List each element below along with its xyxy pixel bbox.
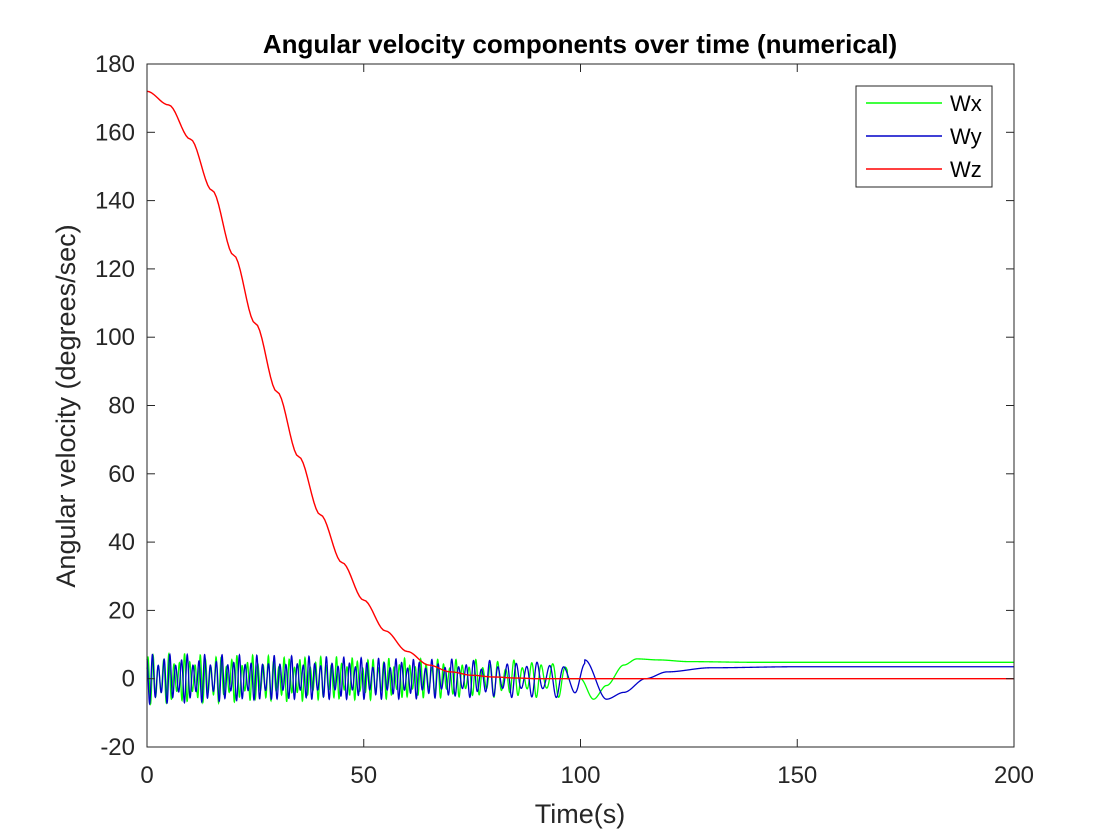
y-tick-label: 80	[108, 393, 135, 420]
x-tick-label: 150	[777, 762, 817, 789]
x-tick-label: 50	[350, 762, 377, 789]
y-tick-label: 160	[95, 119, 135, 146]
legend-label-wz: Wz	[950, 157, 982, 182]
series-layer	[146, 90, 1014, 706]
legend: Wx Wy Wz	[855, 85, 993, 188]
x-tick-label: 0	[140, 762, 153, 789]
legend-label-wx: Wx	[950, 91, 982, 116]
y-tick-label: -20	[100, 734, 135, 761]
y-tick-label: 20	[108, 597, 135, 624]
y-tick-label: 40	[108, 529, 135, 556]
x-tick-label: 100	[560, 762, 600, 789]
y-tick-label: 140	[95, 188, 135, 215]
series-line-wy	[146, 652, 1014, 706]
x-axis: 0 50 100 150 200	[140, 64, 1034, 789]
y-tick-label: 120	[95, 256, 135, 283]
y-tick-label: 60	[108, 461, 135, 488]
chart-title: Angular velocity components over time (n…	[263, 29, 897, 59]
y-axis: -20 0 20 40 60 80 100 120 140 160 180	[95, 51, 1014, 761]
y-tick-label: 100	[95, 324, 135, 351]
series-line-wz	[146, 90, 1014, 680]
y-tick-label: 180	[95, 51, 135, 78]
x-tick-label: 200	[994, 762, 1034, 789]
x-axis-label: Time(s)	[535, 799, 625, 829]
legend-label-wy: Wy	[950, 124, 982, 149]
y-tick-label: 0	[122, 666, 135, 693]
y-axis-label: Angular velocity (degrees/sec)	[51, 224, 81, 587]
